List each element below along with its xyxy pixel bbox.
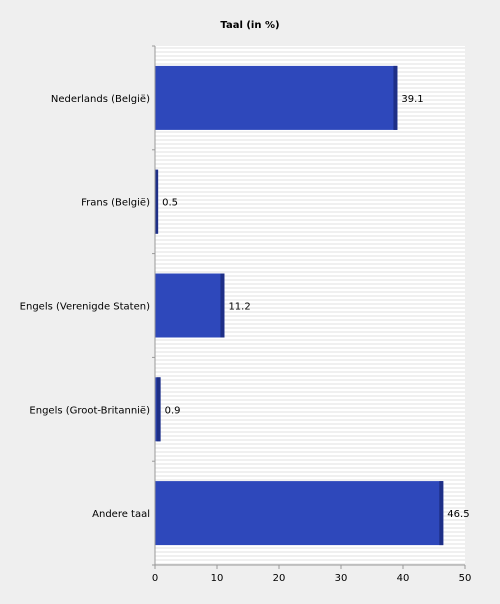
x-tick-label-2: 20	[273, 573, 286, 584]
bar-0	[155, 65, 398, 130]
x-tick-label-3: 30	[335, 573, 348, 584]
value-label-3: 0.9	[165, 405, 181, 416]
value-label-0: 39.1	[401, 94, 423, 105]
axes	[152, 45, 466, 569]
x-tick-label-4: 40	[397, 573, 410, 584]
category-label-3: Engels (Groot-Britannië)	[29, 405, 150, 416]
bar-4	[155, 481, 444, 546]
bars	[155, 65, 444, 546]
bar-shade-0	[393, 65, 398, 130]
bar-shade-2	[220, 273, 225, 338]
category-label-4: Andere taal	[92, 509, 150, 520]
category-label-0: Nederlands (België)	[51, 94, 150, 105]
bar-shade-4	[439, 481, 444, 546]
x-tick-label-5: 50	[459, 573, 472, 584]
bar-shade-1	[155, 169, 159, 234]
category-label-2: Engels (Verenigde Staten)	[20, 302, 150, 313]
category-label-1: Frans (België)	[81, 198, 150, 209]
bar-shade-3	[156, 377, 161, 442]
x-tick-label-0: 0	[152, 573, 158, 584]
value-label-1: 0.5	[162, 198, 178, 209]
x-tick-label-1: 10	[211, 573, 224, 584]
value-label-4: 46.5	[447, 509, 469, 520]
value-label-2: 11.2	[228, 302, 250, 313]
bar-2	[155, 273, 225, 338]
chart-title: Taal (in %)	[220, 20, 279, 31]
labels: Nederlands (België) 39.1 Frans (België) 0.5…	[20, 94, 472, 584]
